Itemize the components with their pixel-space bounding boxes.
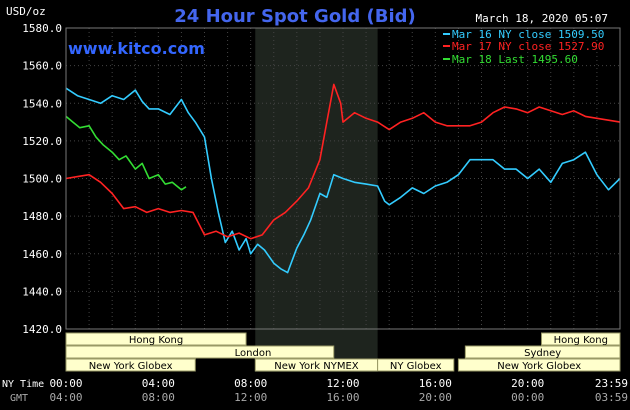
series-line-2 [65, 83, 621, 240]
x-tick-label-gmt: 08:00 [142, 391, 175, 404]
session-label: NY Globex [390, 361, 442, 372]
plot-frame [65, 27, 621, 330]
session-bar [65, 345, 335, 359]
session-label: Hong Kong [554, 335, 608, 346]
y-tick-label: 1480.0 [22, 210, 62, 223]
session-label: New York Globex [89, 361, 173, 372]
session-bar [541, 332, 621, 346]
y-axis-labels: 1420.0 1440.0 1460.0 1480.0 1500.0 1520.0 1540… [22, 22, 62, 336]
y-tick-label: 1460.0 [22, 248, 62, 261]
x-tick-label-gmt: 20:00 [419, 391, 452, 404]
y-tick-label: 1560.0 [22, 60, 62, 73]
y-tick-label: 1420.0 [22, 323, 62, 336]
x-tick-label-ny: 16:00 [419, 377, 452, 390]
y-tick-label: 1540.0 [22, 97, 62, 110]
x-tick-label-ny: 04:00 [142, 377, 175, 390]
chart-title: 24 Hour Spot Gold (Bid) [174, 6, 415, 27]
series-line-1 [65, 87, 621, 274]
series-line-3 [65, 115, 187, 191]
session-bar [377, 358, 455, 372]
session-bar [65, 332, 247, 346]
x-axis-labels: 00:0004:0004:0008:0008:0012:0012:0016:00… [49, 377, 628, 404]
x-tick-label-ny: 12:00 [326, 377, 359, 390]
session-label: New York Globex [497, 361, 581, 372]
legend-item-mar16: Mar 16 NY close 1509.50 [443, 28, 604, 41]
session-label: Sydney [524, 348, 561, 359]
x-tick-label-gmt: 12:00 [234, 391, 267, 404]
x-tick-label-ny: 20:00 [511, 377, 544, 390]
y-tick-label: 1580.0 [22, 22, 62, 35]
x-tick-label-gmt: 04:00 [49, 391, 82, 404]
session-bar [65, 358, 196, 372]
x-tick-label-gmt: 03:59 [595, 391, 628, 404]
session-bar [464, 345, 621, 359]
y-axis-unit: USD/oz [6, 5, 46, 18]
chart-series-layer [65, 83, 621, 274]
market-sessions: Hong Kong Hong Kong London Sydney New York G… [65, 332, 621, 372]
chart-legend: Mar 16 NY close 1509.50 Mar 17 NY close … [443, 28, 604, 66]
x-tick-label-gmt: 16:00 [326, 391, 359, 404]
nymex-hours-shade [255, 28, 378, 372]
legend-item-mar18: Mar 18 Last 1495.60 [443, 53, 578, 66]
legend-label-mar16: Mar 16 NY close 1509.50 [452, 28, 604, 41]
x-tick-label-ny: 23:59 [595, 377, 628, 390]
session-bar [457, 358, 621, 372]
y-tick-label: 1500.0 [22, 173, 62, 186]
kitco-watermark: www.kitco.com [68, 39, 205, 58]
x-tick-label-ny: 00:00 [49, 377, 82, 390]
ny-time-caption: NY Time [2, 379, 44, 390]
legend-item-mar17: Mar 17 NY close 1527.90 [443, 40, 604, 53]
y-tick-label: 1520.0 [22, 135, 62, 148]
x-tick-label-gmt: 00:00 [511, 391, 544, 404]
y-tick-label: 1440.0 [22, 285, 62, 298]
session-label: New York NYMEX [274, 361, 359, 372]
session-label: Hong Kong [129, 335, 183, 346]
legend-label-mar18: Mar 18 Last 1495.60 [452, 53, 578, 66]
x-tick-label-ny: 08:00 [234, 377, 267, 390]
session-label: London [235, 348, 272, 359]
chart-timestamp: March 18, 2020 05:07 [476, 12, 608, 25]
gmt-caption: GMT [10, 393, 28, 404]
legend-label-mar17: Mar 17 NY close 1527.90 [452, 40, 604, 53]
